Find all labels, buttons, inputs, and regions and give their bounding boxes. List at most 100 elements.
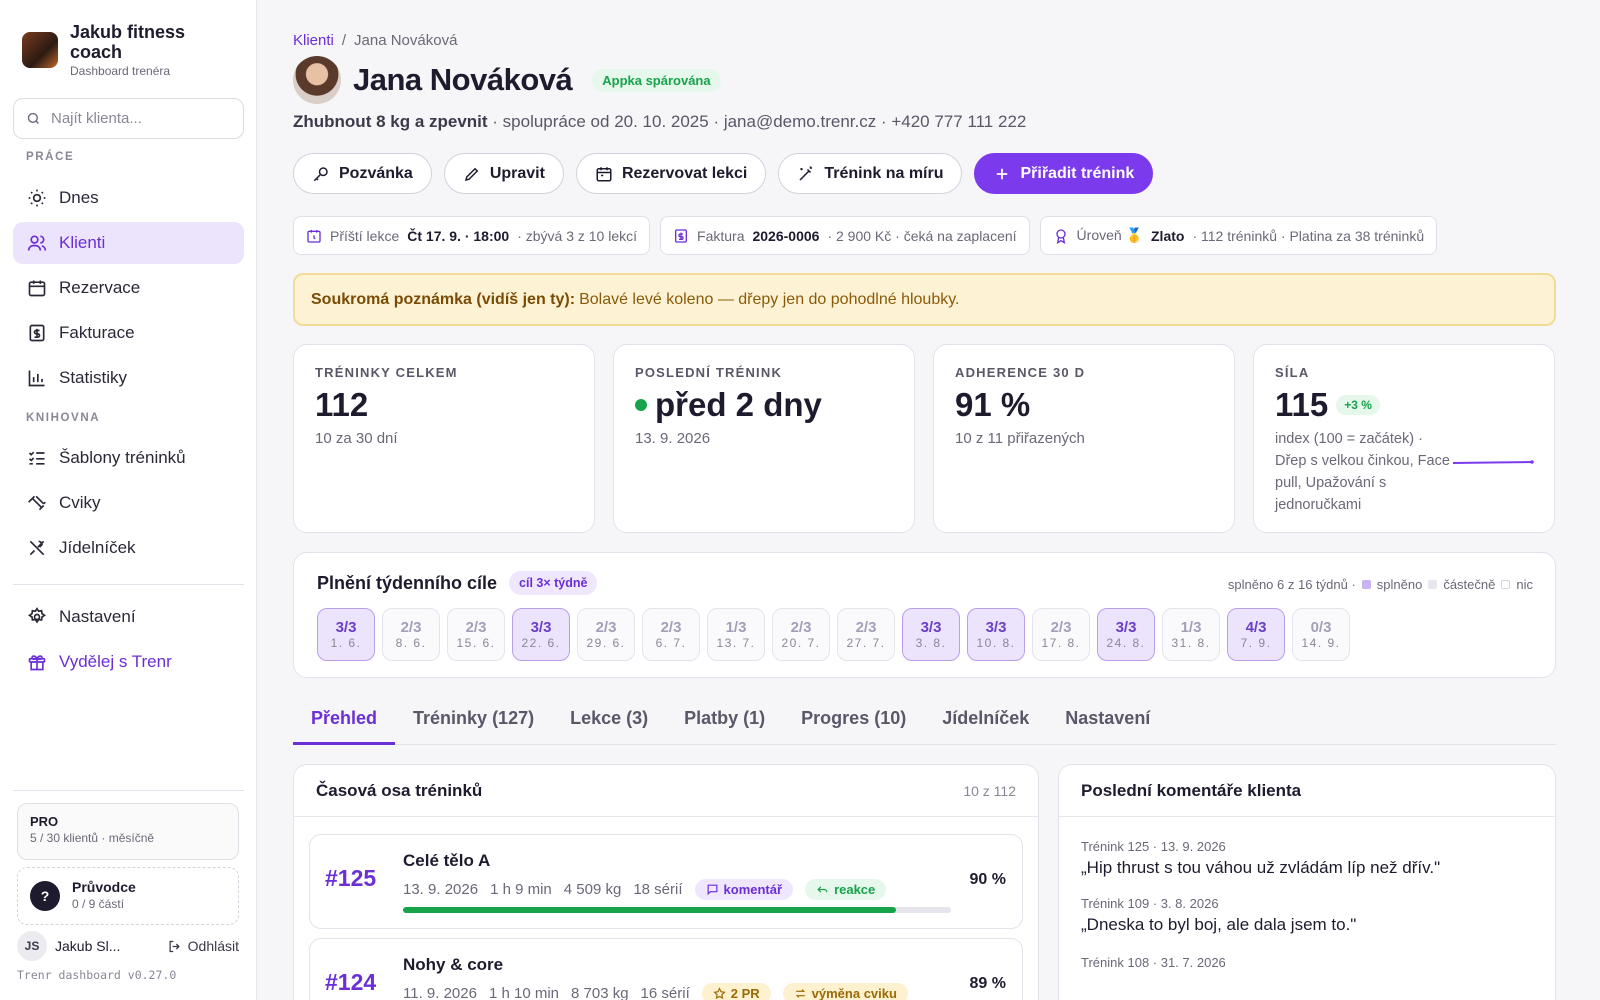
edit-button[interactable]: Upravit: [443, 153, 564, 194]
chart-icon: [28, 370, 45, 387]
checklist-icon: [28, 451, 45, 465]
sidebar-item-label: Statistiky: [59, 368, 128, 387]
legend-swatch-full: [1361, 580, 1371, 589]
week-tile[interactable]: 2/3 27. 7.: [837, 608, 895, 661]
plan-card[interactable]: PRO 5 / 30 klientů · měsíčně: [17, 803, 239, 860]
logout-button[interactable]: Odhlásit: [167, 938, 239, 954]
week-ratio: 2/3: [465, 619, 487, 636]
reaction-tag[interactable]: reakce: [805, 879, 887, 900]
sidebar-item-templates[interactable]: Šablony tréninků: [13, 437, 244, 479]
brand[interactable]: Jakub fitness coach Dashboard trenéra: [22, 22, 220, 78]
sidebar-item-earn[interactable]: Vydělej s Trenr: [13, 641, 244, 683]
timeline-header: Časová osa tréninků 10 z 112: [294, 765, 1038, 817]
workout-volume: 4 509 kg: [563, 881, 622, 898]
stat-card-adherence: ADHERENCE 30 D 91 % 10 z 11 přiřazených: [933, 344, 1235, 533]
sidebar-item-today[interactable]: Dnes: [13, 177, 244, 219]
week-tile[interactable]: 4/3 7. 9.: [1227, 608, 1285, 661]
sidebar-item-clients[interactable]: Klienti: [13, 222, 244, 264]
week-date: 24. 8.: [1106, 636, 1146, 650]
client-subline: Zhubnout 8 kg a zpevnit · spolupráce od …: [293, 112, 1026, 132]
workout-row[interactable]: #125 Celé tělo A 13. 9. 2026 1 h 9 min 4…: [309, 834, 1023, 929]
week-date: 14. 9.: [1301, 636, 1341, 650]
stat-label: TRÉNINKY CELKEM: [315, 365, 458, 380]
week-date: 27. 7.: [846, 636, 886, 650]
tab-workouts[interactable]: Tréninky (127): [413, 708, 535, 728]
avatar[interactable]: JS: [17, 931, 47, 961]
client-search-input[interactable]: Najít klienta...: [13, 98, 244, 139]
workout-meta: 13. 9. 2026 1 h 9 min 4 509 kg 18 sérií …: [403, 879, 887, 900]
breadcrumb-clients-link[interactable]: Klienti: [293, 32, 334, 49]
pr-tag[interactable]: 2 PR: [701, 983, 771, 1000]
week-date: 29. 6.: [586, 636, 626, 650]
comment-tag[interactable]: komentář: [694, 879, 794, 900]
sidebar-item-meal-plan[interactable]: Jídelníček: [13, 527, 244, 569]
comment-item[interactable]: Trénink 108 · 31. 7. 2026: [1059, 955, 1555, 970]
sidebar-item-label: Vydělej s Trenr: [59, 652, 172, 671]
week-tile[interactable]: 3/3 24. 8.: [1097, 608, 1155, 661]
sidebar-item-settings[interactable]: Nastavení: [13, 596, 244, 638]
week-tile[interactable]: 3/3 22. 6.: [512, 608, 570, 661]
tag-label: 2 PR: [730, 986, 760, 1000]
workout-row[interactable]: #124 Nohy & core 11. 9. 2026 1 h 10 min …: [309, 938, 1023, 1000]
sidebar-item-invoicing[interactable]: Fakturace: [13, 312, 244, 354]
week-ratio: 0/3: [1310, 619, 1332, 636]
guide-detail: 0 / 9 částí: [72, 897, 125, 911]
private-note-text: Bolavé levé koleno — dřepy jen do pohodl…: [579, 290, 960, 308]
invoice-chip[interactable]: Faktura 2026-0006 · 2 900 Kč · čeká na z…: [660, 216, 1030, 255]
week-date: 31. 8.: [1171, 636, 1211, 650]
guide-card[interactable]: ? Průvodce 0 / 9 částí: [17, 867, 239, 925]
week-tile[interactable]: 1/3 31. 8.: [1162, 608, 1220, 661]
week-date: 22. 6.: [521, 636, 561, 650]
tab-overview[interactable]: Přehled: [293, 698, 396, 745]
next-lesson-chip[interactable]: Příští lekce Čt 17. 9. · 18:00 · zbývá 3…: [293, 216, 651, 255]
week-tile[interactable]: 3/3 3. 8.: [902, 608, 960, 661]
invoice-icon: [29, 324, 45, 342]
custom-workout-button[interactable]: Trénink na míru: [778, 153, 963, 194]
week-tile[interactable]: 1/3 13. 7.: [707, 608, 765, 661]
week-tile[interactable]: 2/3 8. 6.: [382, 608, 440, 661]
invoice-prefix: Faktura: [697, 227, 745, 244]
workout-title: Celé tělo A: [403, 851, 491, 870]
tab-lessons[interactable]: Lekce (3): [570, 708, 649, 728]
week-tile[interactable]: 2/3 6. 7.: [642, 608, 700, 661]
invoice-number: 2026-0006: [752, 227, 820, 244]
sidebar-item-label: Cviky: [59, 493, 101, 512]
week-tile[interactable]: 2/3 29. 6.: [577, 608, 635, 661]
week-tile[interactable]: 2/3 20. 7.: [772, 608, 830, 661]
timeline-title: Časová osa tréninků: [316, 780, 483, 800]
week-tile[interactable]: 3/3 1. 6.: [317, 608, 375, 661]
week-ratio: 2/3: [1050, 619, 1072, 636]
week-tile[interactable]: 2/3 15. 6.: [447, 608, 505, 661]
brand-subtitle: Dashboard trenéra: [70, 64, 171, 78]
assign-workout-button[interactable]: Přiřadit trénink: [974, 153, 1154, 194]
logout-label: Odhlásit: [187, 938, 239, 954]
book-lesson-button[interactable]: Rezervovat lekci: [575, 153, 767, 194]
calendar-icon: [596, 166, 612, 181]
help-icon: ?: [30, 881, 60, 911]
tab-settings[interactable]: Nastavení: [1065, 708, 1151, 728]
week-tile[interactable]: 0/3 14. 9.: [1292, 608, 1350, 661]
workout-completion: 89 %: [969, 975, 1006, 992]
tab-meal-plan[interactable]: Jídelníček: [942, 708, 1030, 728]
comment-item[interactable]: Trénink 125 · 13. 9. 2026 „Hip thrust s …: [1059, 839, 1555, 878]
client-avatar: [293, 56, 341, 104]
tab-progress[interactable]: Progres (10): [801, 708, 907, 728]
week-date: 7. 9.: [1240, 636, 1272, 650]
sidebar-item-exercises[interactable]: Cviky: [13, 482, 244, 524]
comment-item[interactable]: Trénink 109 · 3. 8. 2026 „Dneska to byl …: [1059, 896, 1555, 935]
level-chip[interactable]: Úroveň 🥇 Zlato · 112 tréninků · Platina …: [1039, 216, 1438, 255]
tab-payments[interactable]: Platby (1): [684, 708, 766, 728]
week-tile[interactable]: 3/3 10. 8.: [967, 608, 1025, 661]
invite-button[interactable]: Pozvánka: [293, 153, 432, 194]
stat-value: 91 %: [955, 386, 1031, 423]
comments-header: Poslední komentáře klienta: [1059, 765, 1555, 817]
week-tile[interactable]: 2/3 17. 8.: [1032, 608, 1090, 661]
workout-duration: 1 h 9 min: [490, 881, 552, 898]
week-ratio: 3/3: [530, 619, 552, 636]
stat-sub: 10 za 30 dní: [315, 430, 398, 447]
weekly-goal-header: Plnění týdenního cíle cíl 3× týdně: [317, 571, 598, 595]
level-value: Zlato: [1151, 227, 1185, 244]
sidebar-item-bookings[interactable]: Rezervace: [13, 267, 244, 309]
swap-tag[interactable]: výměna cviku: [782, 983, 908, 1000]
sidebar-item-statistics[interactable]: Statistiky: [13, 357, 244, 399]
